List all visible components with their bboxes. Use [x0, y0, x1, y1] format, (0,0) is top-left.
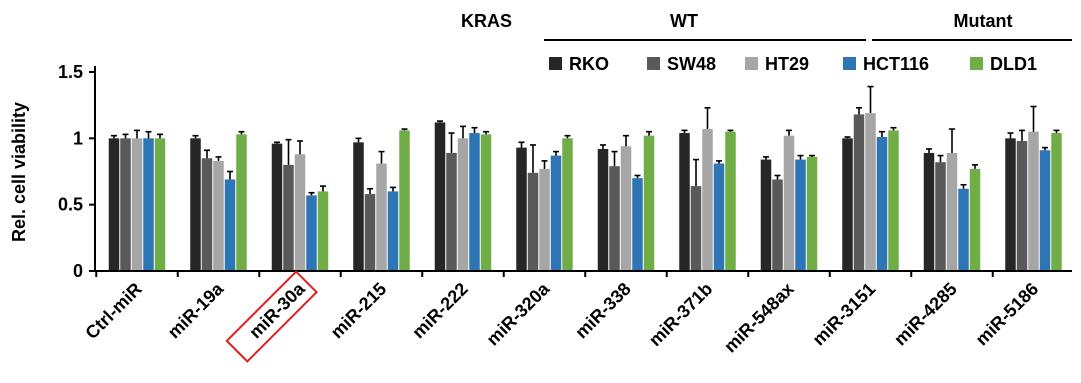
legend-label-rko: RKO [569, 54, 609, 74]
bar-sw48-mir-320a [527, 172, 539, 271]
y-axis-label: Rel. cell viability [9, 102, 29, 242]
bar-dld1-mir-3151 [888, 130, 899, 271]
bar-dld1-mir-222 [480, 134, 492, 271]
bar-dld1-mir-338 [643, 135, 655, 271]
group-label-wt: WT [670, 11, 698, 31]
y-tick-label: 1 [73, 128, 83, 148]
y-tick-label: 0.5 [58, 195, 83, 215]
bar-rko-mir-222 [434, 122, 446, 271]
bar-rko-mir-548ax [760, 159, 772, 271]
bar-ht29-mir-4285 [946, 152, 958, 271]
bar-rko-mir-320a [516, 147, 527, 271]
bar-rko-mir-215 [353, 142, 364, 271]
axes: Rel. cell viability 0 0.5 1 1.5 [9, 62, 1072, 281]
bar-ht29-mir-30a [294, 154, 306, 271]
bar-ht29-mir-371b [702, 129, 713, 271]
bar-dld1-mir-19a [236, 134, 247, 271]
x-tick-label-mir-371b: miR-371b [645, 279, 716, 350]
bar-ht29-mir-222 [457, 138, 469, 271]
bar-dld1-mir-4285 [969, 168, 981, 271]
bar-rko-mir-5186 [1005, 138, 1016, 271]
group-header-label: KRAS [461, 11, 512, 31]
bar-dld1-mir-371b [725, 131, 736, 271]
x-tick-labels: Ctrl-miR miR-19a miR-30a miR-215 miR-222 miR-… [81, 270, 1043, 363]
bar-dld1-mir-30a [317, 191, 329, 271]
x-tick-label-mir-3151: miR-3151 [809, 279, 880, 350]
bar-sw48-mir-30a [283, 164, 294, 271]
bar-rko-ctrl-mir [108, 138, 120, 271]
bar-dld1-ctrl-mir [154, 138, 166, 271]
x-tick-label-mir-222: miR-222 [408, 279, 472, 343]
bar-hct116-mir-4285 [958, 188, 969, 271]
bar-hct116-mir-215 [387, 191, 399, 271]
y-tick-label: 0 [73, 261, 83, 281]
bar-ht29-mir-5186 [1028, 131, 1039, 271]
bar-rko-mir-338 [597, 148, 609, 271]
plot-area [108, 85, 1062, 271]
legend-label-hct116: HCT116 [863, 54, 929, 74]
highlight-box [225, 270, 319, 363]
legend-swatch-ht29 [745, 57, 758, 70]
x-tick-label-mir-320a: miR-320a [483, 278, 554, 349]
y-tick-label: 1.5 [58, 62, 83, 82]
bar-sw48-mir-215 [364, 194, 376, 271]
legend-swatch-dld1 [970, 57, 983, 70]
x-tick-label-mir-4285: miR-4285 [890, 279, 961, 350]
bar-ht29-mir-3151 [865, 113, 876, 271]
bar-hct116-mir-19a [224, 179, 236, 271]
bar-ht29-mir-548ax [783, 135, 795, 271]
bar-ht29-mir-320a [539, 168, 550, 271]
bar-sw48-mir-548ax [772, 179, 783, 271]
bar-rko-mir-19a [190, 138, 201, 271]
bar-hct116-mir-371b [713, 163, 725, 271]
bar-hct116-mir-3151 [876, 137, 888, 271]
bar-hct116-mir-222 [469, 133, 480, 271]
bar-hct116-mir-30a [306, 195, 317, 271]
x-tick-label-mir-5186: miR-5186 [972, 279, 1043, 350]
bar-dld1-mir-548ax [806, 156, 818, 271]
x-tick-label-ctrl-mir: Ctrl-miR [81, 279, 145, 343]
legend-label-sw48: SW48 [667, 54, 716, 74]
legend-label-dld1: DLD1 [990, 54, 1037, 74]
x-tick-label-mir-338: miR-338 [571, 279, 635, 343]
bar-rko-mir-3151 [842, 138, 853, 271]
bar-ht29-mir-338 [620, 146, 632, 271]
legend-label-ht29: HT29 [765, 54, 809, 74]
bar-hct116-mir-5186 [1039, 150, 1051, 271]
x-tick-label-mir-215: miR-215 [327, 279, 391, 343]
bar-sw48-mir-3151 [853, 114, 865, 271]
bar-hct116-mir-320a [550, 155, 562, 271]
legend-swatch-rko [549, 57, 562, 70]
bar-hct116-mir-548ax [795, 159, 806, 271]
bar-sw48-mir-371b [690, 186, 702, 271]
bar-ht29-mir-19a [213, 160, 224, 271]
bar-rko-mir-371b [679, 133, 690, 271]
bar-sw48-mir-338 [609, 166, 620, 271]
bar-ht29-ctrl-mir [131, 138, 143, 271]
bar-dld1-mir-320a [562, 138, 573, 271]
x-tick-label-mir-19a: miR-19a [164, 278, 228, 342]
legend: RKO SW48 HT29 HCT116 DLD1 [549, 54, 1037, 74]
bar-hct116-mir-338 [632, 178, 643, 271]
bar-sw48-mir-222 [446, 152, 457, 271]
bar-ht29-mir-215 [376, 163, 387, 271]
legend-swatch-sw48 [647, 57, 660, 70]
bar-sw48-mir-4285 [935, 162, 946, 271]
bar-dld1-mir-5186 [1051, 133, 1062, 271]
bar-sw48-mir-5186 [1016, 140, 1028, 271]
bar-sw48-mir-19a [201, 158, 213, 271]
bar-dld1-mir-215 [399, 130, 410, 271]
legend-header: KRAS WT Mutant [461, 11, 1072, 41]
x-tick-label-mir-548ax: miR-548ax [720, 279, 798, 357]
bar-hct116-ctrl-mir [143, 138, 154, 271]
bar-rko-mir-4285 [923, 152, 935, 271]
group-label-mutant: Mutant [954, 11, 1013, 31]
legend-swatch-hct116 [843, 57, 856, 70]
bar-sw48-ctrl-mir [120, 138, 131, 271]
bar-rko-mir-30a [271, 143, 283, 271]
